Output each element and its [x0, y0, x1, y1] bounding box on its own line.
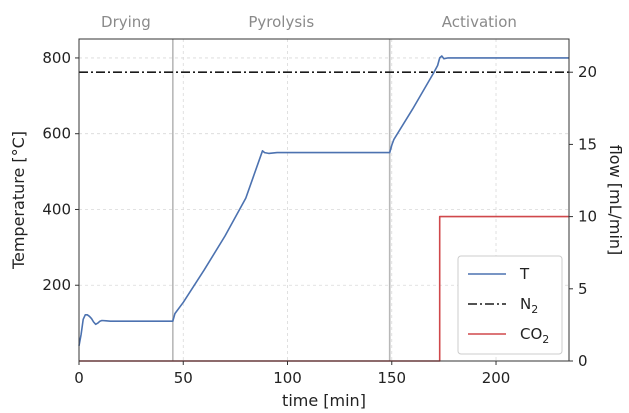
x-tick-label: 100 — [273, 369, 302, 387]
y-left-tick-label: 200 — [42, 276, 71, 294]
x-axis-title: time [min] — [282, 391, 366, 410]
y-left-tick-label: 400 — [42, 200, 71, 218]
phase-label-activation: Activation — [442, 13, 517, 31]
y-left-tick-label: 600 — [42, 125, 71, 143]
y-right-tick-label: 15 — [578, 135, 597, 153]
x-tick-label: 0 — [74, 369, 84, 387]
y-left-tick-label: 800 — [42, 49, 71, 67]
series-line-t — [78, 55, 569, 346]
y-right-tick-label: 10 — [578, 208, 597, 226]
y-right-axis-title: flow [mL/min] — [606, 145, 625, 256]
x-tick-labels: 0 50 100 150 200 — [74, 361, 510, 387]
phase-label-drying: Drying — [101, 13, 151, 31]
x-tick-label: 150 — [377, 369, 406, 387]
legend-label-subscript: 2 — [542, 333, 549, 346]
legend-label: T — [519, 265, 530, 283]
y-right-tick-labels: 0 5 10 15 20 — [569, 63, 597, 370]
x-tick-label: 50 — [174, 369, 193, 387]
phase-boundaries — [172, 39, 391, 361]
y-right-tick-label: 0 — [578, 352, 588, 370]
legend-label-subscript: 2 — [531, 303, 538, 316]
plot-frame — [78, 38, 570, 362]
y-left-tick-labels: 200 400 600 800 — [42, 49, 79, 294]
legend-box — [457, 255, 563, 355]
legend-label: CO2 — [520, 325, 549, 346]
y-right-tick-label: 20 — [578, 63, 597, 81]
y-right-tick-label: 5 — [578, 280, 588, 298]
phase-label-pyrolysis: Pyrolysis — [248, 13, 314, 31]
y-left-axis-title: Temperature [°C] — [9, 131, 28, 270]
phase-labels: Drying Pyrolysis Activation — [101, 13, 517, 31]
x-tick-label: 200 — [482, 369, 511, 387]
